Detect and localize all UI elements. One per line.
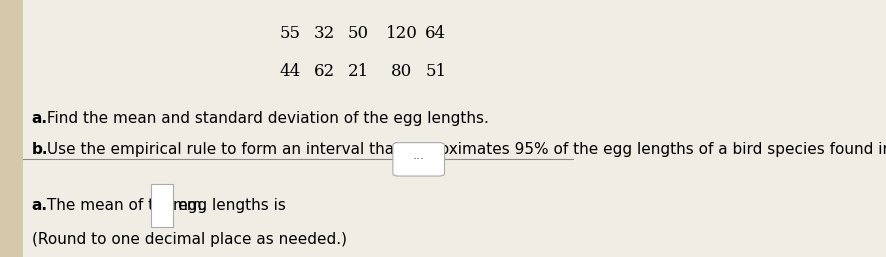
Text: 64: 64	[425, 25, 447, 42]
FancyBboxPatch shape	[392, 143, 445, 176]
Text: 51: 51	[425, 63, 447, 80]
Text: 120: 120	[385, 25, 417, 42]
Text: 55: 55	[279, 25, 300, 42]
Text: ···: ···	[413, 153, 424, 166]
FancyBboxPatch shape	[0, 0, 23, 257]
Text: b.: b.	[32, 142, 48, 157]
Text: 50: 50	[348, 25, 369, 42]
Text: 80: 80	[391, 63, 412, 80]
Text: 44: 44	[279, 63, 300, 80]
Text: (Round to one decimal place as needed.): (Round to one decimal place as needed.)	[32, 232, 346, 246]
Text: a.: a.	[32, 198, 48, 213]
Text: 32: 32	[314, 25, 335, 42]
Text: mm.: mm.	[173, 198, 207, 213]
FancyBboxPatch shape	[151, 184, 173, 227]
Text: Use the empirical rule to form an interval that approximates 95% of the egg leng: Use the empirical rule to form an interv…	[42, 142, 886, 157]
Text: 62: 62	[314, 63, 335, 80]
Text: The mean of the egg lengths is: The mean of the egg lengths is	[42, 198, 286, 213]
Text: 21: 21	[348, 63, 369, 80]
Text: Find the mean and standard deviation of the egg lengths.: Find the mean and standard deviation of …	[42, 111, 489, 126]
Text: a.: a.	[32, 111, 48, 126]
